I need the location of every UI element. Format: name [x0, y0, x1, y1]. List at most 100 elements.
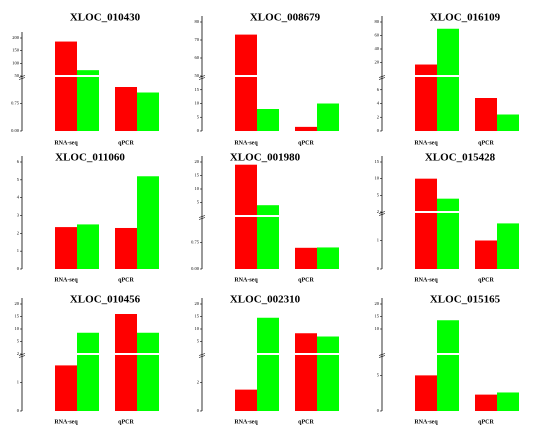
bar-qpcr-s1 — [115, 227, 137, 269]
x-tick-label: qPCR — [118, 277, 134, 283]
x-tick-label: qPCR — [298, 140, 314, 146]
bar-qpcr-s1 — [115, 314, 137, 411]
chart-panel-4: XLOC_011060 0 1 2 3 4 5 6 RNA-seq qPCR — [17, 152, 159, 283]
y-tick-label: 15 — [195, 87, 200, 92]
x-tick-label: RNA-seq — [234, 277, 258, 283]
axis-break-band — [235, 75, 339, 77]
y-tick-label: 60 — [195, 55, 200, 60]
bar-qpcr-s1 — [295, 333, 317, 411]
chart-title: XLOC_011060 — [55, 152, 125, 164]
y-tick-label: 80 — [375, 19, 380, 24]
y-tick-label: 80 — [195, 19, 200, 24]
y-tick-label: 2 — [17, 351, 19, 356]
chart-title: XLOC_015165 — [430, 294, 501, 306]
axis-break-mark — [18, 75, 26, 80]
bar-rna-seq-s2 — [77, 224, 99, 269]
chart-panel-7: XLOC_010456 0 1 2 5 10 15 20 RNA-seq qPCR — [15, 294, 159, 425]
y-tick-label: 0 — [17, 266, 20, 271]
y-tick-label: 0 — [377, 266, 380, 271]
bar-rna-seq-s2 — [257, 109, 279, 131]
y-tick-label: 1 — [17, 380, 19, 385]
y-tick-label: 50 — [15, 73, 20, 78]
chart-panel-1: XLOC_010430 0.00 0.75 50 100 150 200 RNA-seq qPC… — [11, 12, 159, 146]
x-tick-label: qPCR — [298, 277, 314, 283]
x-tick-label: qPCR — [478, 419, 494, 425]
bar-rna-seq-s1 — [415, 178, 437, 269]
bar-qpcr-s1 — [295, 247, 317, 269]
y-tick-label: 100 — [12, 60, 20, 65]
y-tick-label: 70 — [195, 37, 200, 42]
y-tick-label: 15 — [375, 159, 380, 164]
x-tick-label: RNA-seq — [234, 419, 258, 425]
axis-break-mark — [198, 215, 206, 220]
y-tick-label: 40 — [375, 46, 380, 51]
y-tick-label: 15 — [15, 314, 20, 319]
y-tick-label: 10 — [375, 326, 380, 331]
y-tick-label: 4 — [17, 195, 20, 200]
y-tick-label: 0 — [197, 128, 200, 133]
bar-rna-seq-s1 — [55, 365, 77, 411]
y-tick-label: 20 — [375, 301, 380, 306]
chart-panel-5: XLOC_001980 0.00 0.75 5 10 15 20 RNA-seq qPCR — [191, 152, 339, 283]
bar-rna-seq-s1 — [415, 375, 437, 411]
bar-rna-seq-s1 — [235, 389, 257, 411]
y-tick-label: 60 — [375, 33, 380, 38]
bar-qpcr-s1 — [475, 394, 497, 411]
axis-break-band — [55, 353, 159, 355]
y-tick-label: 0 — [17, 408, 20, 413]
y-tick-label: 0.75 — [191, 240, 200, 245]
axis-break-mark — [378, 211, 386, 216]
x-tick-label: qPCR — [478, 277, 494, 283]
y-tick-label: 3 — [17, 213, 20, 218]
bar-rna-seq-s2 — [77, 70, 99, 131]
axis-break-band — [415, 75, 519, 77]
x-tick-label: RNA-seq — [54, 419, 78, 425]
chart-title: XLOC_008679 — [250, 12, 321, 24]
y-tick-label: 20 — [195, 301, 200, 306]
axis-break-mark — [198, 353, 206, 358]
y-tick-label: 15 — [195, 314, 200, 319]
y-tick-label: 150 — [12, 48, 20, 53]
bar-qpcr-s2 — [317, 336, 339, 411]
bar-rna-seq-s2 — [437, 198, 459, 269]
x-tick-label: qPCR — [118, 419, 134, 425]
x-tick-label: qPCR — [118, 140, 134, 146]
y-tick-label: 5 — [377, 372, 380, 377]
y-tick-label: 2 — [377, 209, 379, 214]
bar-rna-seq-s1 — [415, 64, 437, 131]
y-tick-label: 5 — [197, 200, 200, 205]
chart-title: XLOC_010430 — [70, 12, 141, 24]
y-tick-label: 5 — [197, 114, 200, 119]
bar-qpcr-s2 — [137, 92, 159, 131]
y-tick-label: 15 — [375, 314, 380, 319]
bar-rna-seq-s1 — [55, 41, 77, 131]
y-tick-label: 10 — [15, 326, 20, 331]
y-tick-label: 5 — [17, 339, 20, 344]
x-tick-label: RNA-seq — [414, 277, 438, 283]
chart-title: XLOC_002310 — [230, 294, 301, 306]
axis-break-mark — [18, 353, 26, 358]
axis-break-mark — [198, 75, 206, 80]
y-tick-label: 20 — [15, 301, 20, 306]
chart-panel-6: XLOC_015428 0 1 2 5 10 15 RNA-seq qPCR — [375, 152, 519, 283]
y-tick-label: 15 — [195, 173, 200, 178]
y-tick-label: 10 — [195, 186, 200, 191]
bar-rna-seq-s2 — [77, 332, 99, 411]
y-tick-label: 10 — [375, 176, 380, 181]
x-tick-label: RNA-seq — [54, 140, 78, 146]
y-tick-label: 2 — [17, 230, 19, 235]
chart-title: XLOC_016109 — [430, 12, 501, 24]
y-tick-label: 1 — [17, 248, 19, 253]
y-tick-label: 2 — [197, 380, 199, 385]
chart-panel-2: XLOC_008679 0 5 10 15 50 60 70 80 RNA-seq qPCR — [195, 12, 339, 146]
y-tick-label: 0 — [377, 128, 380, 133]
bar-rna-seq-s2 — [257, 317, 279, 411]
bar-rna-seq-s1 — [235, 34, 257, 131]
chart-title: XLOC_010456 — [70, 294, 141, 306]
bar-qpcr-s2 — [137, 332, 159, 411]
y-tick-label: 0 — [197, 408, 200, 413]
x-tick-label: RNA-seq — [234, 140, 258, 146]
x-tick-label: qPCR — [298, 419, 314, 425]
y-tick-label: 0.75 — [11, 101, 20, 106]
